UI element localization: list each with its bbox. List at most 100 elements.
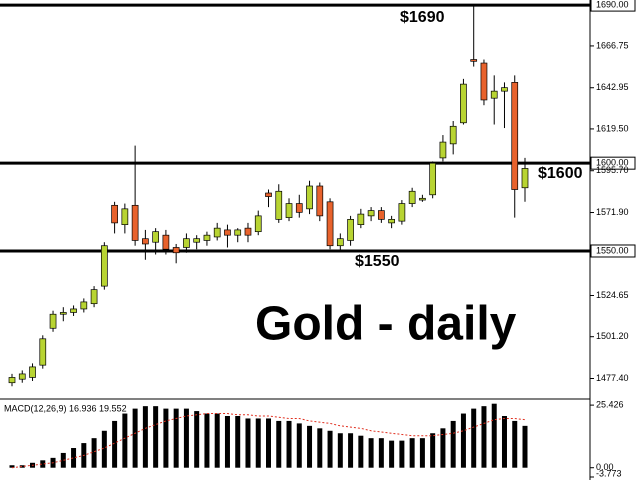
macd-bar [214, 413, 220, 468]
macd-bar [132, 408, 138, 468]
macd-bar [358, 435, 364, 468]
macd-bar [337, 433, 343, 468]
macd-bar [430, 433, 436, 468]
y-tick-label: 1690.00 [596, 0, 629, 9]
macd-bar [91, 438, 97, 468]
candle-body [316, 185, 324, 217]
candle-body [501, 87, 508, 92]
macd-bar [183, 408, 189, 468]
macd-bar [419, 438, 425, 468]
y-tick-label: 1595.70 [596, 165, 629, 175]
candle-body [80, 301, 88, 310]
candle-body [511, 82, 519, 190]
macd-bar [255, 418, 261, 468]
macd-bar [122, 413, 128, 468]
candle-body [142, 238, 149, 245]
macd-bar [481, 406, 487, 468]
macd-bar [512, 420, 518, 468]
candle-body [419, 197, 426, 201]
candle-body [429, 162, 437, 196]
candle-body [254, 215, 262, 233]
macd-bar [450, 420, 456, 468]
y-tick-label: 1642.95 [596, 82, 629, 92]
candle-body [295, 203, 303, 213]
macd-bar [204, 413, 210, 468]
candle-body [306, 185, 313, 210]
macd-bar [194, 411, 200, 468]
candle-body [111, 204, 118, 224]
candle-body [224, 229, 231, 236]
candle-body [59, 312, 67, 315]
candle-body [449, 125, 457, 145]
candle-body [29, 366, 36, 378]
macd-bar [327, 430, 333, 468]
y-tick-label: -3.773 [596, 468, 622, 478]
macd-bar [19, 465, 25, 468]
candle-body [18, 373, 26, 380]
macd-bar [153, 406, 159, 468]
candle-body [49, 313, 57, 329]
tick-box [590, 244, 636, 258]
candle-body [162, 234, 170, 250]
macd-bar [173, 408, 179, 468]
macd-bar [389, 440, 395, 468]
macd-bar [224, 416, 230, 468]
y-tick-label: 1524.65 [596, 290, 629, 300]
candle-body [100, 245, 108, 287]
candle-body [193, 238, 201, 243]
candle-body [357, 213, 365, 225]
macd-bar [307, 425, 313, 468]
watermark: Gold - daily [255, 298, 517, 351]
y-tick-label: 1666.75 [596, 40, 629, 50]
macd-bar [71, 448, 77, 468]
macd-title: MACD(12,26,9) 16.936 19.552 [4, 403, 127, 413]
annotation: $1690 [400, 9, 445, 26]
candle-body [285, 203, 293, 218]
candle-body [490, 90, 498, 99]
macd-bar [399, 440, 405, 468]
candle-body [8, 377, 16, 384]
macd-bar [491, 403, 497, 468]
macd-bar [460, 413, 466, 468]
candle-body [275, 190, 283, 220]
tick-box [590, 156, 636, 170]
y-tick-label: 1501.20 [596, 331, 629, 341]
macd-bar [348, 433, 354, 468]
annotation: $1600 [538, 165, 583, 182]
candle-body [408, 190, 416, 204]
y-tick-label: 1600.00 [596, 158, 629, 168]
macd-bar [471, 408, 477, 468]
candle-body [367, 210, 375, 217]
signal-line [11, 413, 526, 469]
candle-body [213, 227, 221, 238]
y-tick-label: 1571.90 [596, 207, 629, 217]
candle-body [121, 208, 129, 225]
macd-bar [245, 418, 251, 468]
macd-bar [286, 420, 292, 468]
candle-body [172, 247, 180, 254]
candle-body [326, 201, 334, 247]
candle-body [131, 204, 139, 241]
macd-bar [101, 430, 107, 468]
candle-body [398, 203, 406, 222]
macd-bar [112, 420, 118, 468]
macd-bar [276, 420, 282, 468]
candle-body [152, 231, 159, 243]
candle-body [460, 83, 467, 124]
candle-body [388, 219, 395, 224]
macd-bar [378, 438, 384, 468]
candle-body [265, 192, 272, 197]
macd-bar [235, 416, 241, 468]
macd-bar [9, 465, 15, 468]
tick-box [590, 0, 636, 12]
candle-body [480, 62, 488, 101]
macd-bar [142, 406, 148, 468]
annotation: $1550 [355, 253, 400, 270]
macd-bar [296, 423, 302, 468]
candle-body [378, 210, 385, 220]
y-tick-label: 1619.50 [596, 123, 629, 133]
candle-body [521, 168, 529, 189]
candle-body [90, 289, 98, 305]
candle-body [203, 234, 211, 241]
